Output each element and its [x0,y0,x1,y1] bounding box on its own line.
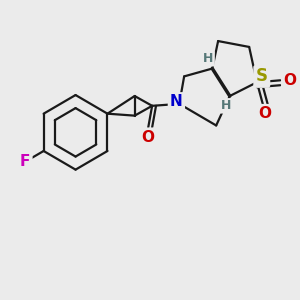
Text: N: N [170,94,183,110]
Text: O: O [258,106,271,121]
Text: H: H [221,99,231,112]
Text: H: H [203,52,214,65]
Text: F: F [20,154,30,169]
Text: O: O [284,73,296,88]
Text: O: O [142,130,155,145]
Text: S: S [256,68,268,85]
